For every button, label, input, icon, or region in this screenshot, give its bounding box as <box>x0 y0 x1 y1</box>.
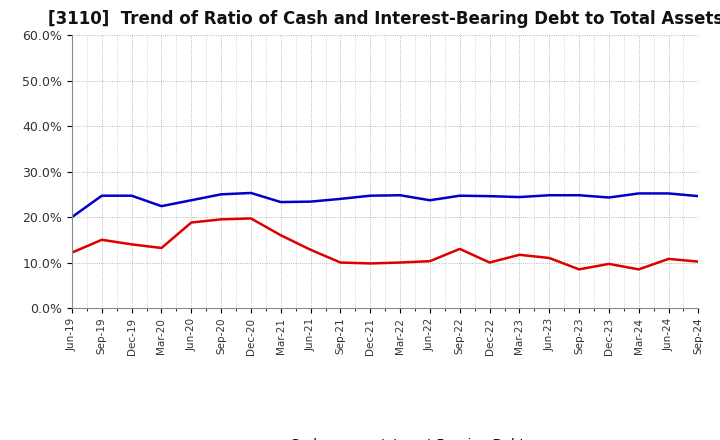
Interest-Bearing Debt <box>336 196 345 202</box>
Interest-Bearing Debt <box>634 191 643 196</box>
Cash <box>575 267 583 272</box>
Interest-Bearing Debt <box>545 193 554 198</box>
Title: [3110]  Trend of Ratio of Cash and Interest-Bearing Debt to Total Assets: [3110] Trend of Ratio of Cash and Intere… <box>48 10 720 28</box>
Interest-Bearing Debt <box>276 199 285 205</box>
Cash <box>187 220 196 225</box>
Line: Interest-Bearing Debt: Interest-Bearing Debt <box>72 193 698 217</box>
Interest-Bearing Debt <box>426 198 434 203</box>
Cash <box>456 246 464 252</box>
Cash <box>127 242 136 247</box>
Cash <box>306 247 315 253</box>
Interest-Bearing Debt <box>187 198 196 203</box>
Interest-Bearing Debt <box>396 193 405 198</box>
Interest-Bearing Debt <box>157 204 166 209</box>
Interest-Bearing Debt <box>485 194 494 199</box>
Interest-Bearing Debt <box>515 194 523 200</box>
Line: Cash: Cash <box>72 218 698 269</box>
Interest-Bearing Debt <box>247 191 256 196</box>
Cash <box>157 246 166 251</box>
Interest-Bearing Debt <box>694 194 703 199</box>
Cash <box>217 216 225 222</box>
Cash <box>276 233 285 238</box>
Cash <box>97 237 106 242</box>
Cash <box>336 260 345 265</box>
Cash <box>396 260 405 265</box>
Interest-Bearing Debt <box>127 193 136 198</box>
Interest-Bearing Debt <box>456 193 464 198</box>
Cash <box>605 261 613 267</box>
Interest-Bearing Debt <box>366 193 374 198</box>
Cash <box>68 250 76 255</box>
Cash <box>515 252 523 257</box>
Interest-Bearing Debt <box>605 195 613 200</box>
Interest-Bearing Debt <box>665 191 673 196</box>
Cash <box>485 260 494 265</box>
Cash <box>665 256 673 261</box>
Cash <box>545 255 554 260</box>
Interest-Bearing Debt <box>68 214 76 220</box>
Interest-Bearing Debt <box>217 192 225 197</box>
Cash <box>247 216 256 221</box>
Interest-Bearing Debt <box>97 193 106 198</box>
Legend: Cash, Interest-Bearing Debt: Cash, Interest-Bearing Debt <box>246 437 525 440</box>
Cash <box>366 261 374 266</box>
Interest-Bearing Debt <box>306 199 315 204</box>
Cash <box>426 259 434 264</box>
Cash <box>694 259 703 264</box>
Cash <box>634 267 643 272</box>
Interest-Bearing Debt <box>575 193 583 198</box>
